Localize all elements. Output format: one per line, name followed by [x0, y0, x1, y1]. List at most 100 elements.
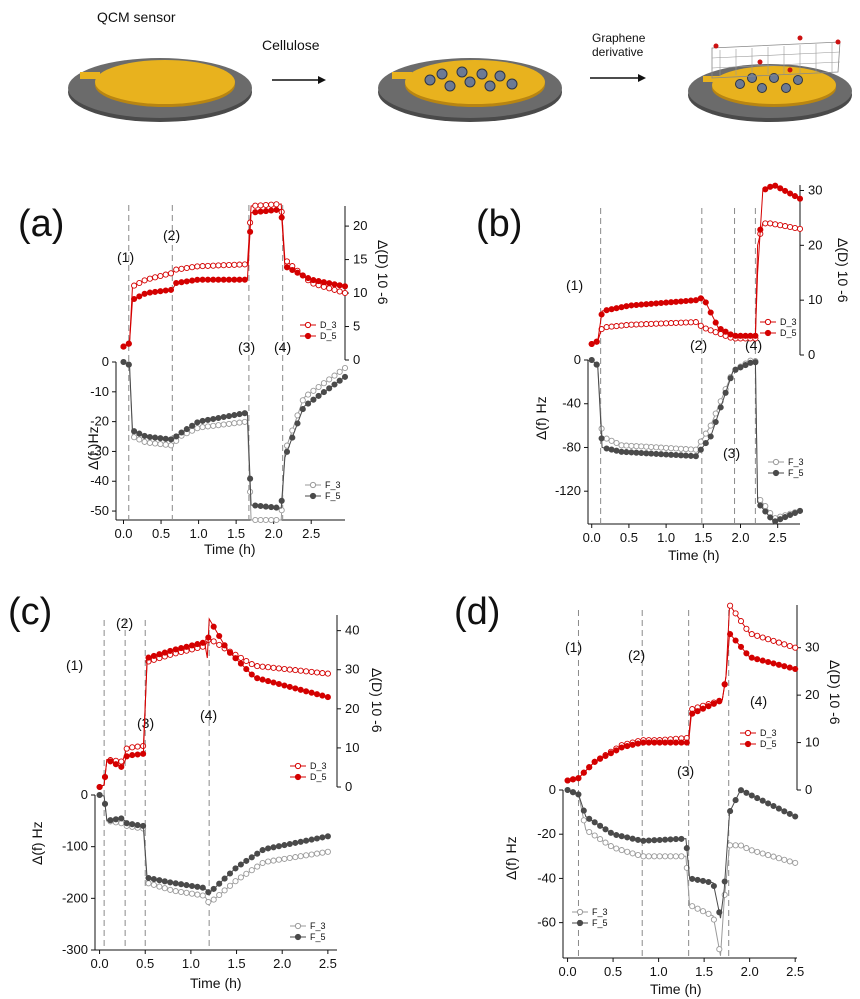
legend-label-D_3: D_3: [320, 320, 337, 330]
x-tick-label: 2.0: [273, 956, 291, 971]
series-D_5-point: [265, 678, 272, 685]
series-F_5-point: [331, 381, 338, 388]
series-D_3-point: [141, 277, 148, 284]
series-F_5-point: [668, 451, 675, 458]
series-D_5-point: [199, 276, 206, 283]
series-D_3-point: [146, 275, 153, 282]
panel-c: (c) 0.0 0.5 1.0 1.5 2.0 2.5 0 -100 -200 -300 0 10…: [8, 591, 385, 991]
legend-marker-F_5: [294, 933, 302, 941]
series-D_5-point: [123, 753, 130, 760]
series-F_3-point: [331, 372, 338, 379]
series-F_3-point: [689, 903, 696, 910]
series-F_3-point: [281, 855, 288, 862]
series-D_5-point: [732, 332, 739, 339]
series-F_5-point: [308, 836, 315, 843]
series-D_5-point: [640, 739, 647, 746]
series-F_5-point: [140, 822, 147, 829]
series-F_3-point: [692, 446, 699, 453]
step-label: (3): [723, 445, 740, 461]
panel-d-xticks: 0.0 0.5 1.0 1.5 2.0 2.5: [559, 958, 804, 979]
series-F_3-point: [727, 842, 734, 849]
series-F_5-point: [225, 413, 233, 420]
series-F_3-point: [215, 422, 222, 429]
series-D_3-point: [732, 610, 739, 617]
series-D_5-point: [752, 332, 759, 339]
f-tick-label: -40: [537, 870, 556, 885]
series-D_3-point: [257, 202, 264, 209]
series-F_5-point: [313, 835, 321, 842]
panel-a-fticks: 0 -10 -20 -30 -40 -50: [90, 354, 116, 518]
series-D_5-point: [677, 298, 685, 305]
series-F_5-point: [254, 850, 261, 857]
series-F_3-point: [629, 850, 636, 857]
d-tick-label: 20: [345, 701, 359, 716]
series-D_5-point: [161, 649, 168, 656]
series-D_3-point: [687, 319, 694, 326]
x-tick-label: 2.5: [769, 530, 787, 545]
panel-b-plot: 0.0 0.5 1.0 1.5 2.0 2.5 0 -40 -80 -120 0 10 20 30 (…: [555, 182, 823, 545]
series-D_5-point: [324, 694, 331, 701]
series-F_5-point: [796, 507, 804, 514]
series-D_5-point: [602, 752, 609, 760]
step-label: (1): [117, 249, 134, 265]
panel-d-ylabel-right: Δ(D) 10 -6: [827, 660, 843, 725]
series-F_5-point: [294, 420, 301, 427]
panel-d-dticks: 0 10 20 30: [797, 640, 819, 797]
legend-marker-D_3: [764, 318, 772, 326]
series-D_5-point: [204, 276, 211, 283]
panel-a-series: [120, 201, 349, 524]
series-D_5-point: [643, 301, 650, 308]
panel-d-fticks: 0 -20 -40 -60: [537, 782, 563, 930]
series-F_5-point: [204, 416, 211, 423]
graphene-label-2: derivative: [592, 45, 644, 59]
series-D_5-point: [120, 343, 127, 350]
series-F_3-point: [162, 441, 169, 448]
x-tick-label: 0.5: [152, 526, 170, 541]
series-F_5-point: [721, 878, 728, 885]
panel-c-step-lines: (1) (2) (3) (4): [66, 615, 217, 950]
series-D_3-point: [157, 272, 164, 280]
series-F_3-point: [275, 856, 282, 863]
series-F_3-point: [231, 420, 238, 427]
series-F_5-point: [145, 874, 152, 882]
series-D_5-point: [796, 195, 804, 202]
series-F_5-point: [722, 389, 729, 396]
f-tick-label: -120: [555, 483, 581, 498]
series-D_5-point: [767, 183, 774, 190]
series-F_5-point: [643, 450, 650, 457]
series-F_5-point: [754, 795, 761, 802]
series-D_5-point: [737, 332, 744, 339]
series-F_3-point: [618, 847, 625, 854]
d-tick-label: 10: [345, 740, 359, 755]
x-tick-label: 1.0: [190, 526, 208, 541]
series-D_3-point: [727, 602, 734, 609]
series-F_5-point: [265, 845, 272, 852]
legend-label-F_3: F_3: [592, 907, 608, 917]
series-F_5-point: [767, 514, 774, 521]
series-D_3-point: [134, 743, 141, 750]
series-D_5-point: [588, 340, 595, 348]
legend-marker-F_3: [309, 481, 317, 489]
series-F_5-point: [791, 509, 799, 517]
cellulose-label: Cellulose: [262, 37, 320, 53]
series-F_3-point: [157, 441, 164, 448]
series-F_3-point: [308, 851, 315, 858]
d-tick-label: 20: [353, 218, 367, 233]
series-F_3-point: [220, 421, 227, 428]
series-F_3-point: [131, 434, 138, 441]
panel-b-step-lines: (1)(2)(3)(4): [566, 208, 762, 524]
series-D_5-point: [310, 277, 317, 284]
legend-marker-D_5: [304, 332, 312, 340]
series-F_5-point: [303, 837, 310, 844]
panel-a-plot: 0.0 0.5 1.0 1.5 2.0 2.5 0 -10 -20 -30 -40 -50 0 5 10…: [90, 201, 367, 541]
series-D_3-point: [672, 319, 680, 326]
series-D_5-point: [231, 276, 238, 283]
panel-c-series: [96, 617, 331, 906]
panel-d-xlabel: Time (h): [650, 981, 702, 997]
series-D_5-point: [765, 658, 772, 666]
x-tick-label: 1.5: [695, 964, 713, 979]
series-F_5-point: [624, 834, 631, 841]
series-F_5-point: [597, 822, 604, 829]
series-F_5-point: [247, 475, 254, 482]
panel-b-xticks: 0.0 0.5 1.0 1.5 2.0 2.5: [583, 524, 787, 545]
